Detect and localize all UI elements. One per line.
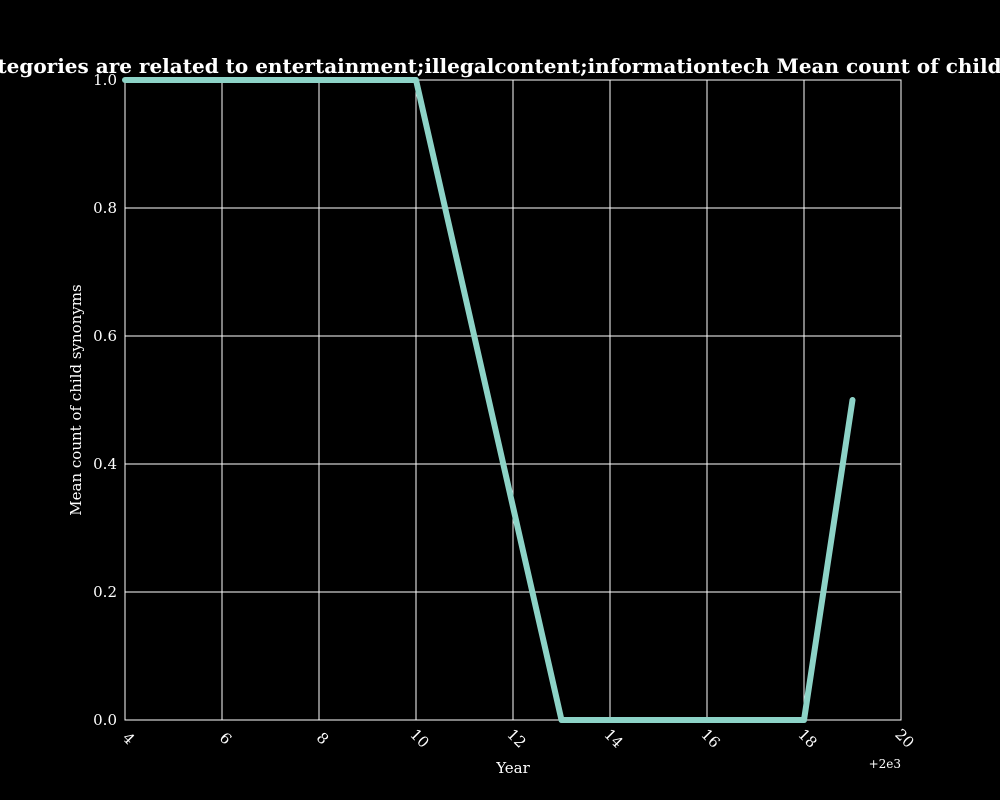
y-tick-label: 0.4	[93, 455, 117, 473]
data-point	[561, 719, 562, 721]
series-line	[122, 77, 856, 723]
data-point	[270, 79, 271, 81]
y-tick-label: 0.2	[93, 583, 117, 601]
series-layer	[122, 77, 856, 723]
data-point	[464, 292, 465, 294]
y-tick-labels: 0.0 0.2 0.4 0.6 0.8 1.0	[93, 71, 117, 729]
y-tick-label: 0.6	[93, 327, 117, 345]
plot-area-frame	[124, 79, 902, 721]
data-point	[706, 719, 708, 721]
y-tick-label: 1.0	[93, 71, 117, 89]
data-point	[124, 79, 126, 81]
data-point	[609, 719, 611, 721]
y-tick-label: 0.0	[93, 711, 117, 729]
data-point	[221, 79, 223, 81]
data-point	[658, 719, 659, 721]
data-point	[852, 399, 853, 401]
data-point	[173, 79, 174, 81]
y-tick-label: 0.8	[93, 199, 117, 217]
data-point	[415, 79, 417, 81]
data-point	[512, 506, 514, 508]
data-point	[755, 719, 756, 721]
chart-title: Percentage of sites that categories are …	[0, 54, 1000, 78]
x-axis-label: Year	[495, 759, 530, 777]
x-axis-offset-label: +2e3	[869, 757, 901, 771]
data-point	[318, 79, 320, 81]
data-point	[803, 719, 805, 721]
data-point	[367, 79, 368, 81]
y-axis-label: Mean count of child synonyms	[67, 284, 85, 515]
